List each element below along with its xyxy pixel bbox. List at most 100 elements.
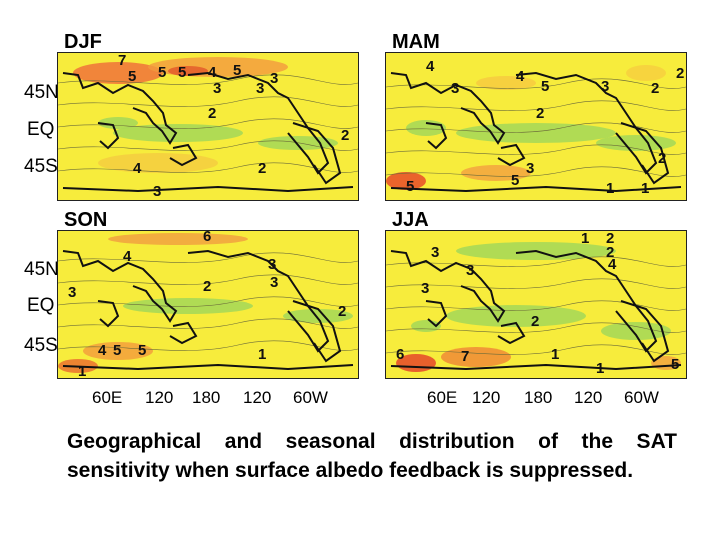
contour-label: 3 — [68, 284, 76, 301]
contour-label: 5 — [233, 62, 241, 79]
coastline — [390, 363, 682, 371]
contour-line — [58, 340, 358, 351]
coastline — [620, 122, 670, 185]
contour-label: 1 — [596, 360, 604, 377]
high-sensitivity-region — [441, 347, 511, 367]
contour-label: 2 — [258, 160, 266, 177]
lon-label-120w: 120 — [243, 388, 272, 407]
contour-label: 4 — [208, 64, 217, 81]
lon-label-60e: 60E — [92, 388, 123, 407]
coastline — [390, 185, 682, 193]
coastline — [497, 143, 526, 167]
contour-label: 2 — [658, 150, 666, 167]
contour-label: 1 — [606, 180, 614, 197]
contour-label: 4 — [608, 256, 617, 273]
contour-line — [386, 100, 686, 111]
coastline — [497, 321, 526, 345]
coastline — [425, 122, 448, 150]
contour-line — [58, 74, 358, 85]
high-sensitivity-region — [83, 342, 153, 360]
contour-line — [386, 256, 686, 267]
high-sensitivity-region — [626, 65, 666, 81]
coastline — [292, 300, 342, 363]
low-sensitivity-region — [283, 309, 353, 323]
contour-label: 3 — [421, 280, 429, 297]
contour-label: 3 — [256, 80, 264, 97]
coastline — [425, 300, 448, 328]
coastline — [515, 249, 658, 353]
contour-label: 3 — [601, 78, 609, 95]
contour-line — [58, 274, 358, 285]
contour-line — [386, 166, 686, 177]
coastline — [97, 300, 120, 328]
contour-line — [58, 96, 358, 107]
contour-line — [386, 122, 686, 133]
low-sensitivity-region — [596, 135, 676, 151]
contour-label: 3 — [431, 244, 439, 261]
contour-label: 2 — [606, 244, 614, 261]
contour-label: 3 — [270, 70, 278, 87]
lat-label-45s: 45S — [24, 156, 58, 177]
lon-label-60w: 60W — [624, 388, 659, 407]
contour-label: 5 — [541, 78, 549, 95]
contour-label: 4 — [98, 342, 107, 359]
contour-line — [386, 278, 686, 289]
contour-label: 4 — [516, 68, 525, 85]
high-sensitivity-region — [73, 62, 163, 84]
lon-label-60w: 60W — [293, 388, 328, 407]
coastline — [62, 363, 354, 371]
lon-label-120w: 120 — [574, 388, 603, 407]
contour-line — [58, 252, 358, 263]
contour-label: 1 — [581, 231, 589, 247]
contour-label: 3 — [213, 80, 221, 97]
contour-label: 2 — [338, 303, 346, 320]
coastline — [187, 71, 330, 175]
low-sensitivity-region — [123, 298, 253, 314]
contour-label: 2 — [536, 105, 544, 122]
coastline — [62, 72, 178, 145]
high-sensitivity-region — [386, 172, 426, 190]
contour-label: 1 — [258, 346, 266, 363]
coastline — [97, 122, 120, 150]
lat-label-45n: 45N — [24, 259, 59, 280]
lon-label-60e: 60E — [427, 388, 458, 407]
coastline — [187, 249, 330, 353]
contour-label: 1 — [641, 180, 649, 197]
contour-label: 3 — [270, 274, 278, 291]
contour-label: 5 — [511, 172, 519, 189]
lat-label-eq: EQ — [27, 295, 55, 316]
contour-label: 4 — [426, 58, 435, 75]
contour-label: 2 — [341, 127, 349, 144]
high-sensitivity-region — [476, 76, 536, 90]
low-sensitivity-region — [113, 124, 243, 142]
contour-label: 5 — [406, 178, 414, 195]
contour-label: 5 — [128, 68, 136, 85]
lat-label-eq: EQ — [27, 119, 55, 140]
coastline — [390, 72, 506, 145]
coastline — [390, 250, 506, 323]
coastline — [292, 122, 342, 185]
lat-label-45s: 45S — [24, 335, 58, 356]
contour-label: 6 — [396, 346, 404, 363]
lon-label-180: 180 — [192, 388, 221, 407]
panel-title-son: SON — [64, 209, 108, 231]
lat-label-45n: 45N — [24, 82, 59, 103]
contour-label: 6 — [203, 231, 211, 245]
coastline — [62, 185, 354, 193]
contour-line — [386, 300, 686, 311]
contour-label: 5 — [178, 64, 186, 81]
lon-label-120e: 120 — [145, 388, 174, 407]
high-sensitivity-region — [148, 57, 288, 77]
coastline — [515, 71, 658, 175]
contour-label: 2 — [531, 313, 539, 330]
panel-title-mam: MAM — [392, 31, 440, 53]
contour-label: 4 — [123, 248, 132, 265]
contour-label: 2 — [676, 65, 684, 82]
contour-label: 5 — [113, 342, 121, 359]
